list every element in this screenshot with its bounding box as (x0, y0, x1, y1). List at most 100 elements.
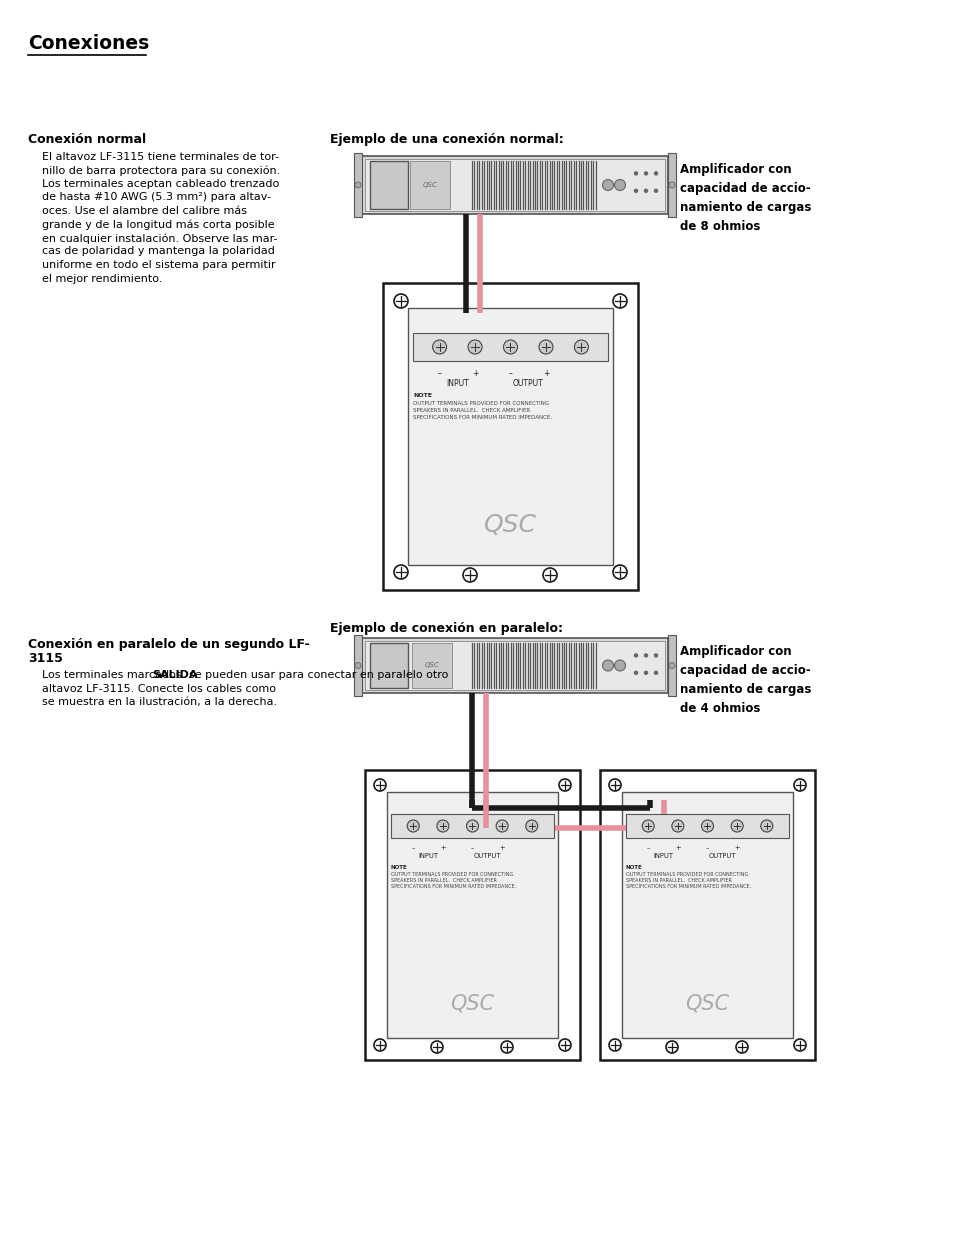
Circle shape (634, 653, 637, 657)
Text: grande y de la longitud más corta posible: grande y de la longitud más corta posibl… (42, 220, 274, 230)
Text: QSC: QSC (422, 182, 437, 188)
Circle shape (558, 779, 571, 790)
Circle shape (654, 189, 657, 193)
Text: se pueden usar para conectar en paralelo otro: se pueden usar para conectar en paralelo… (189, 671, 448, 680)
Text: –: – (437, 369, 441, 378)
Circle shape (644, 672, 647, 674)
Text: INPUT: INPUT (445, 379, 468, 388)
Text: OUTPUT TERMINALS PROVIDED FOR CONNECTING: OUTPUT TERMINALS PROVIDED FOR CONNECTING (625, 872, 747, 877)
Text: Ejemplo de conexión en paralelo:: Ejemplo de conexión en paralelo: (330, 622, 562, 635)
Bar (361, 638, 667, 693)
Text: El altavoz LF-3115 tiene terminales de tor-: El altavoz LF-3115 tiene terminales de t… (42, 152, 278, 162)
Bar (625, 814, 788, 839)
Text: 3115: 3115 (28, 652, 63, 664)
Text: QSC: QSC (424, 662, 439, 668)
Bar (408, 308, 613, 564)
Bar (410, 161, 450, 209)
Circle shape (466, 820, 478, 832)
Text: cas de polaridad y mantenga la polaridad: cas de polaridad y mantenga la polaridad (42, 247, 274, 257)
Bar (382, 283, 638, 590)
Circle shape (355, 662, 360, 668)
Circle shape (407, 820, 418, 832)
Text: OUTPUT TERMINALS PROVIDED FOR CONNECTING: OUTPUT TERMINALS PROVIDED FOR CONNECTING (391, 872, 513, 877)
Circle shape (468, 340, 481, 354)
Circle shape (355, 182, 360, 188)
Circle shape (525, 820, 537, 832)
Text: –: – (705, 845, 708, 851)
Circle shape (542, 568, 557, 582)
Bar (667, 153, 676, 217)
Circle shape (665, 1041, 678, 1053)
Circle shape (654, 672, 657, 674)
Circle shape (503, 340, 517, 354)
Text: –: – (411, 845, 415, 851)
Circle shape (760, 820, 772, 832)
Text: OUTPUT: OUTPUT (513, 379, 543, 388)
Circle shape (374, 1039, 386, 1051)
Circle shape (462, 568, 476, 582)
Circle shape (793, 779, 805, 790)
Bar (599, 769, 814, 1060)
Circle shape (436, 820, 449, 832)
Bar (365, 641, 664, 690)
Text: SPEAKERS IN PARALLEL.  CHECK AMPLIFIER: SPEAKERS IN PARALLEL. CHECK AMPLIFIER (625, 878, 731, 883)
Text: de hasta #10 AWG (5.3 mm²) para altav-: de hasta #10 AWG (5.3 mm²) para altav- (42, 193, 271, 203)
Bar (365, 769, 579, 1060)
Circle shape (634, 189, 637, 193)
Circle shape (431, 1041, 442, 1053)
Bar (621, 792, 792, 1037)
Text: +: + (472, 369, 477, 378)
Circle shape (644, 653, 647, 657)
Text: Los terminales marcados: Los terminales marcados (42, 671, 185, 680)
Bar (370, 643, 408, 688)
Circle shape (374, 779, 386, 790)
Text: Amplificador con
capacidad de accio-
namiento de cargas
de 8 ohmios: Amplificador con capacidad de accio- nam… (679, 163, 810, 233)
Text: +: + (734, 845, 740, 851)
Bar (361, 156, 667, 214)
Text: SPECIFICATIONS FOR MINIMUM RATED IMPEDANCE.: SPECIFICATIONS FOR MINIMUM RATED IMPEDAN… (391, 884, 516, 889)
Bar (391, 814, 554, 839)
Circle shape (614, 179, 625, 190)
Bar (365, 159, 664, 211)
Circle shape (654, 653, 657, 657)
Circle shape (730, 820, 742, 832)
Text: uniforme en todo el sistema para permitir: uniforme en todo el sistema para permiti… (42, 261, 275, 270)
Text: Amplificador con
capacidad de accio-
namiento de cargas
de 4 ohmios: Amplificador con capacidad de accio- nam… (679, 645, 810, 715)
Circle shape (602, 179, 613, 190)
Text: +: + (542, 369, 549, 378)
Circle shape (608, 1039, 620, 1051)
Circle shape (496, 820, 508, 832)
Bar (413, 333, 607, 361)
Circle shape (671, 820, 683, 832)
Text: Conexiones: Conexiones (28, 35, 149, 53)
Circle shape (668, 182, 675, 188)
Text: –: – (508, 369, 512, 378)
Circle shape (558, 1039, 571, 1051)
Text: QSC: QSC (483, 513, 536, 537)
Circle shape (634, 172, 637, 175)
Circle shape (538, 340, 553, 354)
Text: Conexión normal: Conexión normal (28, 133, 146, 146)
Text: Los terminales aceptan cableado trenzado: Los terminales aceptan cableado trenzado (42, 179, 279, 189)
Text: nillo de barra protectora para su conexión.: nillo de barra protectora para su conexi… (42, 165, 280, 177)
Text: +: + (498, 845, 504, 851)
Circle shape (634, 672, 637, 674)
Text: NOTE: NOTE (391, 864, 407, 869)
Circle shape (574, 340, 588, 354)
Text: se muestra en la ilustración, a la derecha.: se muestra en la ilustración, a la derec… (42, 697, 276, 706)
Text: en cualquier instalación. Observe las mar-: en cualquier instalación. Observe las ma… (42, 233, 277, 243)
Text: NOTE: NOTE (625, 864, 642, 869)
Circle shape (394, 294, 408, 308)
Text: Conexión en paralelo de un segundo LF-: Conexión en paralelo de un segundo LF- (28, 638, 310, 651)
Bar (354, 153, 361, 217)
Text: Ejemplo de una conexión normal:: Ejemplo de una conexión normal: (330, 133, 563, 146)
Circle shape (608, 779, 620, 790)
Bar (387, 792, 558, 1037)
Text: QSC: QSC (684, 993, 728, 1013)
Bar (370, 161, 408, 209)
Circle shape (614, 659, 625, 671)
Circle shape (394, 564, 408, 579)
Text: OUTPUT: OUTPUT (708, 853, 736, 860)
Text: INPUT: INPUT (653, 853, 672, 860)
Text: –: – (471, 845, 474, 851)
